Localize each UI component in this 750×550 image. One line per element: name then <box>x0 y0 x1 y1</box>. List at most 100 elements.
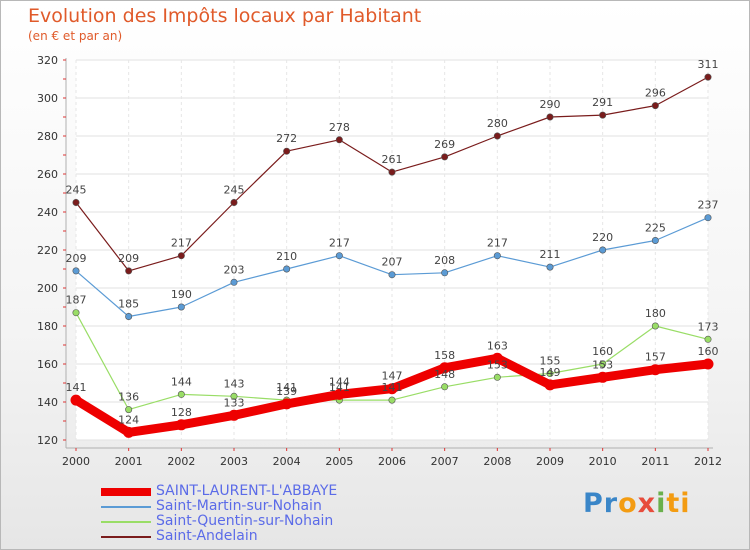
x-tick-label: 2012 <box>694 455 722 468</box>
legend-swatch <box>101 521 151 523</box>
data-label: 144 <box>171 375 192 388</box>
legend-swatch <box>101 506 151 508</box>
data-point <box>388 271 396 279</box>
x-tick-label: 2007 <box>431 455 459 468</box>
data-point <box>544 379 556 391</box>
data-point <box>177 390 185 398</box>
y-tick-label: 140 <box>37 396 58 409</box>
data-label: 141 <box>382 381 403 394</box>
data-label: 185 <box>118 298 139 311</box>
data-label: 163 <box>487 339 508 352</box>
data-label: 225 <box>645 222 666 235</box>
data-label: 209 <box>118 252 139 265</box>
data-point <box>123 426 135 438</box>
y-tick-label: 240 <box>37 206 58 219</box>
data-point <box>597 371 609 383</box>
data-point <box>599 111 607 119</box>
chart-title: Evolution des Impôts locaux par Habitant <box>28 5 422 27</box>
x-tick-label: 2000 <box>62 455 90 468</box>
data-point <box>386 383 398 395</box>
data-label: 128 <box>171 406 192 419</box>
data-label: 141 <box>329 381 350 394</box>
data-label: 180 <box>645 307 666 320</box>
data-label: 173 <box>698 320 719 333</box>
data-label: 220 <box>592 231 613 244</box>
data-label: 141 <box>276 381 297 394</box>
chart-subtitle: (en € et par an) <box>28 29 123 43</box>
data-label: 160 <box>592 345 613 358</box>
data-label: 296 <box>645 87 666 100</box>
x-tick-label: 2010 <box>589 455 617 468</box>
legend-label: Saint-Martin-sur-Nohain <box>156 498 322 514</box>
data-point <box>177 252 185 260</box>
data-label: 143 <box>224 377 245 390</box>
data-point <box>228 409 240 421</box>
data-label: 290 <box>540 98 561 111</box>
data-point <box>493 132 501 140</box>
data-point <box>651 322 659 330</box>
data-label: 153 <box>592 358 613 371</box>
data-point <box>70 394 82 406</box>
data-point <box>125 312 133 320</box>
legend-swatch <box>101 488 151 496</box>
data-label: 207 <box>382 256 403 269</box>
y-tick-label: 280 <box>37 130 58 143</box>
data-point <box>546 369 554 377</box>
data-label: 261 <box>382 153 403 166</box>
legend-label: Saint-Quentin-sur-Nohain <box>156 513 334 529</box>
x-tick-label: 2008 <box>483 455 511 468</box>
data-label: 155 <box>540 355 561 368</box>
data-label: 141 <box>66 381 87 394</box>
data-label: 203 <box>224 263 245 276</box>
data-label: 190 <box>171 288 192 301</box>
data-point <box>704 73 712 81</box>
x-tick-label: 2009 <box>536 455 564 468</box>
data-point <box>493 373 501 381</box>
y-tick-label: 220 <box>37 244 58 257</box>
x-tick-label: 2004 <box>273 455 301 468</box>
data-point <box>491 352 503 364</box>
data-label: 153 <box>487 358 508 371</box>
data-point <box>335 136 343 144</box>
data-point <box>651 102 659 110</box>
data-label: 133 <box>224 396 245 409</box>
data-label: 280 <box>487 117 508 130</box>
data-point <box>230 199 238 207</box>
legend-swatch <box>101 536 151 538</box>
data-point <box>441 383 449 391</box>
data-label: 217 <box>329 237 350 250</box>
data-label: 311 <box>698 58 719 71</box>
data-label: 278 <box>329 121 350 134</box>
data-label: 211 <box>540 248 561 261</box>
data-point <box>177 303 185 311</box>
x-tick-label: 2001 <box>115 455 143 468</box>
data-label: 144 <box>329 375 350 388</box>
data-point <box>702 358 714 370</box>
data-label: 291 <box>592 96 613 109</box>
data-label: 136 <box>118 391 139 404</box>
data-label: 147 <box>382 370 403 383</box>
data-point <box>546 113 554 121</box>
data-point <box>281 398 293 410</box>
data-label: 149 <box>540 366 561 379</box>
proxiti-logo: Proxiti <box>583 488 691 519</box>
y-tick-label: 160 <box>37 358 58 371</box>
data-point <box>283 265 291 273</box>
data-point <box>599 360 607 368</box>
data-point <box>230 392 238 400</box>
data-label: 209 <box>66 252 87 265</box>
data-label: 157 <box>645 351 666 364</box>
data-label: 139 <box>276 385 297 398</box>
data-label: 160 <box>698 345 719 358</box>
data-point <box>125 406 133 414</box>
data-label: 272 <box>276 132 297 145</box>
data-label: 269 <box>434 138 455 151</box>
data-label: 148 <box>434 368 455 381</box>
data-point <box>388 168 396 176</box>
data-point <box>439 362 451 374</box>
data-point <box>704 214 712 222</box>
data-point <box>72 267 80 275</box>
data-label: 158 <box>434 349 455 362</box>
x-tick-label: 2006 <box>378 455 406 468</box>
